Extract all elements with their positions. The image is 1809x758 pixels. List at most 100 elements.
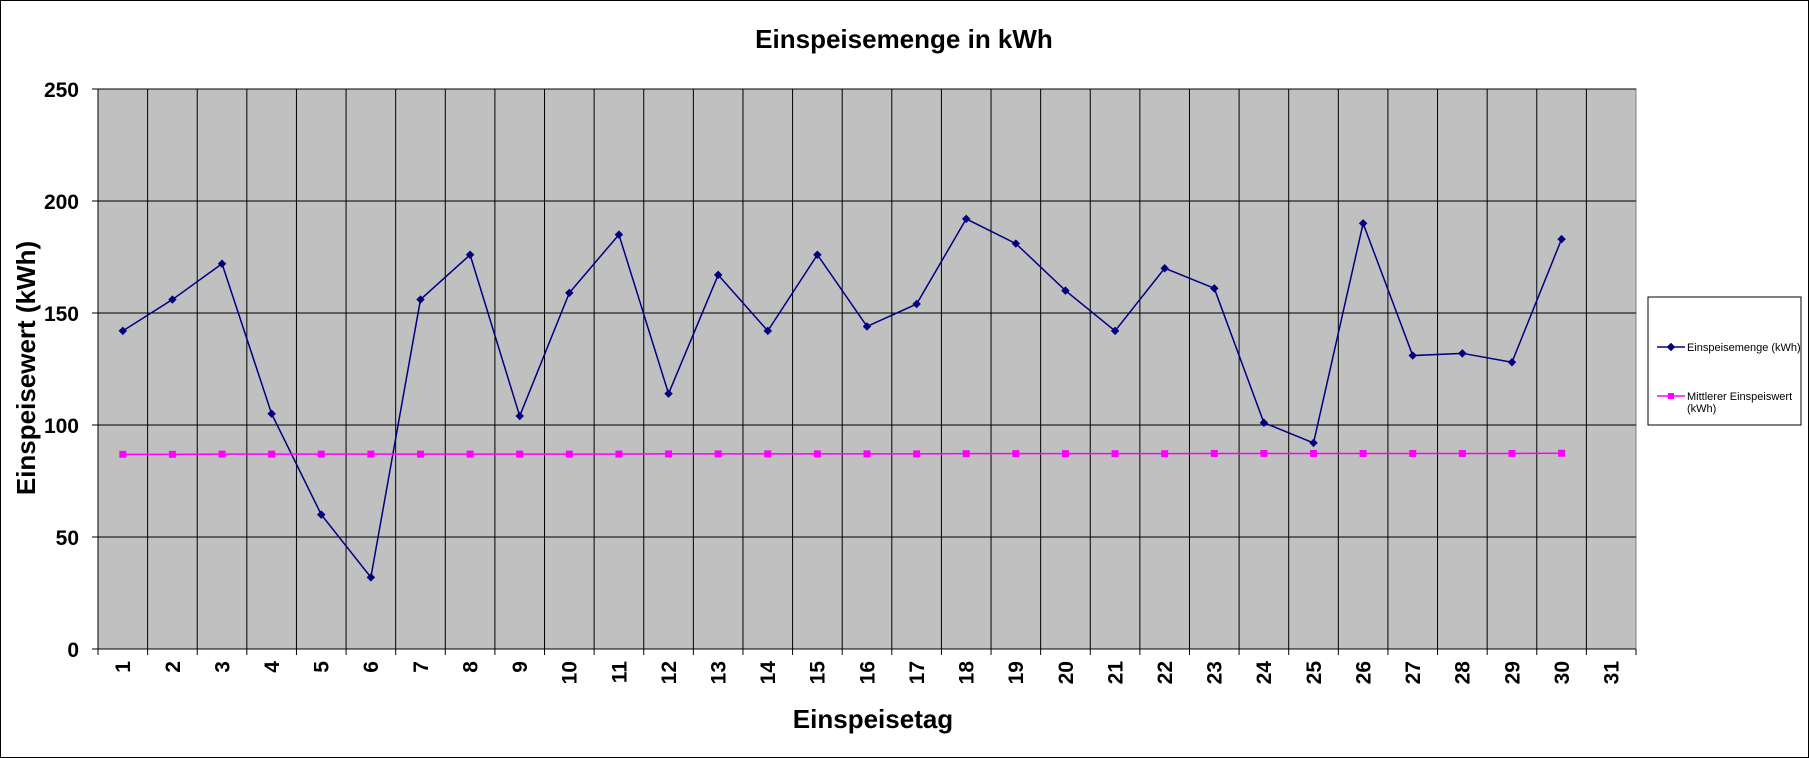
data-point-mittlerer [218,450,226,458]
x-tick-label: 28 [1452,661,1475,685]
x-tick-label: 9 [509,661,532,673]
data-point-einspeisemenge [1507,358,1517,367]
data-point-mittlerer [764,450,772,458]
data-point-mittlerer [1260,449,1268,457]
data-point-mittlerer [714,450,722,458]
legend: Einspeisemenge (kWh) Mittlerer Einspeisw… [1647,296,1802,426]
x-tick-label: 18 [956,661,979,685]
y-tick-label: 100 [44,415,79,438]
data-point-mittlerer [813,450,821,458]
series-layer [118,214,1566,582]
x-tick-label: 27 [1402,661,1425,684]
x-tick-labels: 1 2 3 4 5 6 7 8 9 10 11 12 13 14 15 16 17 18 19 20 21 22 23 24 2… [112,661,1623,685]
gridlines [98,88,1636,649]
data-point-mittlerer [615,450,623,458]
data-point-einspeisemenge [1309,438,1318,448]
data-point-einspeisemenge [713,270,723,280]
data-point-mittlerer [268,450,276,458]
x-tick-label: 10 [559,661,582,684]
x-tick-label: 8 [459,661,482,673]
data-point-einspeisemenge [862,322,872,331]
data-point-mittlerer [665,450,673,458]
series-line-einspeisemenge [122,217,1563,580]
x-tick-label: 19 [1005,661,1028,684]
x-tick-label: 26 [1352,661,1375,684]
data-point-einspeisemenge [1210,284,1219,293]
data-point-einspeisemenge [1458,349,1467,358]
data-point-mittlerer [168,450,176,458]
data-point-mittlerer [416,450,424,458]
data-point-mittlerer [1558,449,1566,457]
x-tick-label: 14 [757,661,780,685]
x-tick-label: 16 [856,661,879,684]
legend-marker-mittlerer [1668,393,1674,399]
x-axis-title: Einspeisetag [793,704,953,734]
legend-label-mittlerer-line2: (kWh) [1687,403,1716,415]
data-point-mittlerer [1161,450,1169,458]
chart-title: Einspeisemenge in kWh [755,24,1053,54]
data-point-einspeisemenge [168,295,177,304]
y-axis-title: Einspeisewert (kWh) [11,241,41,495]
plot-area [97,88,1637,650]
data-point-mittlerer [317,450,325,458]
x-tick-label: 7 [410,661,433,673]
x-tick-label: 3 [211,661,234,673]
x-tick-label: 31 [1601,661,1624,685]
legend-box [1647,296,1802,426]
x-tick-label: 17 [906,661,929,684]
data-point-mittlerer [516,450,524,458]
x-tick-label: 2 [162,661,185,673]
data-point-einspeisemenge [416,295,425,304]
data-point-einspeisemenge [763,326,773,336]
y-tick-label: 200 [44,191,79,214]
data-point-mittlerer [1508,449,1516,457]
x-tick-label: 13 [708,661,731,684]
x-tick-label: 22 [1154,661,1177,684]
data-point-einspeisemenge [366,573,376,582]
data-point-mittlerer [1409,449,1417,457]
x-tick-label: 5 [311,661,334,673]
data-point-einspeisemenge [267,409,276,419]
axes [92,88,1637,655]
y-tick-label: 150 [44,303,79,326]
data-point-einspeisemenge [565,288,574,298]
y-tick-label: 50 [56,527,79,550]
x-tick-label: 29 [1501,661,1524,684]
x-tick-label: 25 [1303,661,1326,685]
x-tick-label: 1 [112,661,135,673]
data-point-mittlerer [119,450,127,458]
x-tick-label: 30 [1551,661,1574,684]
data-point-mittlerer [1310,449,1318,457]
y-tick-labels: 0 50 100 150 200 250 [44,79,79,662]
data-point-mittlerer [1458,449,1466,457]
x-tick-label: 23 [1204,661,1227,684]
data-point-einspeisemenge [317,510,326,519]
data-point-einspeisemenge [217,259,227,268]
data-point-einspeisemenge [515,411,524,421]
data-point-einspeisemenge [664,389,673,398]
data-point-einspeisemenge [118,326,128,336]
x-tick-label: 11 [608,661,631,684]
data-point-einspeisemenge [1160,263,1169,273]
data-point-einspeisemenge [1259,418,1269,428]
data-point-einspeisemenge [1110,326,1120,336]
data-point-mittlerer [962,450,970,458]
x-tick-label: 15 [807,661,830,685]
data-point-einspeisemenge [465,250,475,260]
legend-marker-einspeisemenge [1666,342,1676,352]
x-tick-label: 6 [360,661,383,673]
x-tick-label: 12 [658,661,681,684]
series-line-mittlerer [122,452,1562,456]
y-tick-label: 0 [67,639,79,662]
legend-label-mittlerer-line1: Mittlerer Einspeiswert [1687,391,1792,403]
x-tick-label: 20 [1055,661,1078,684]
data-point-mittlerer [913,450,921,458]
data-point-mittlerer [466,450,474,458]
data-point-mittlerer [1359,449,1367,457]
data-point-mittlerer [1012,450,1020,458]
data-point-mittlerer [1210,449,1218,457]
data-point-mittlerer [565,450,573,458]
x-tick-label: 24 [1253,661,1276,685]
